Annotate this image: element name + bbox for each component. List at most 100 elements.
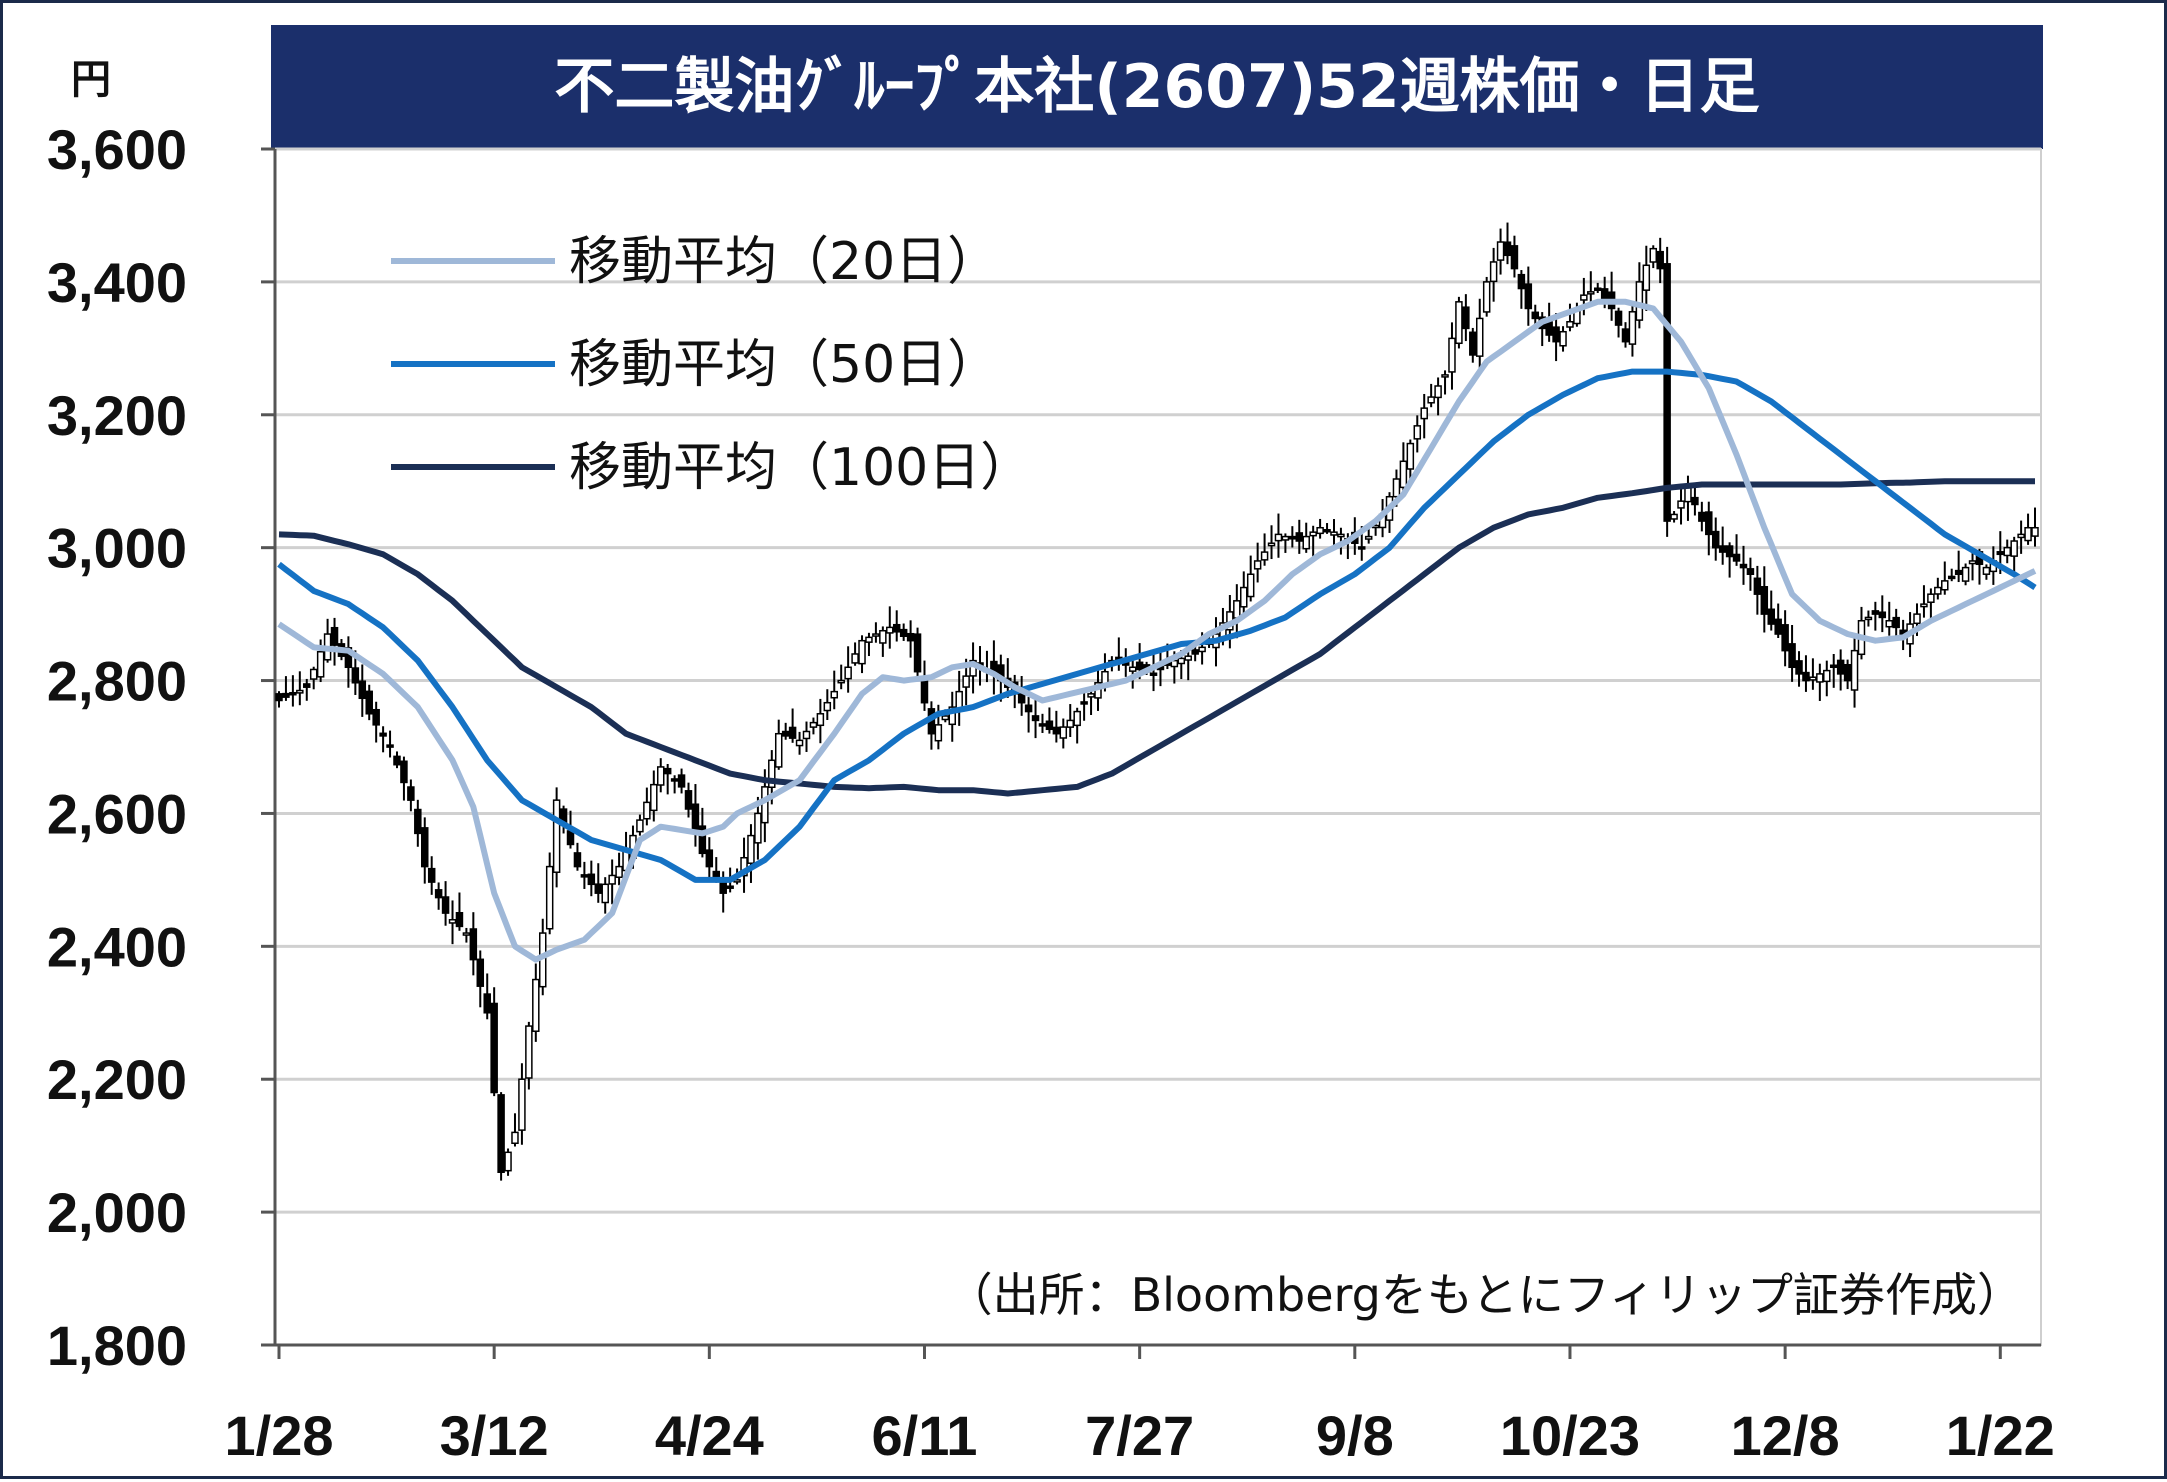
candle-body [504, 1151, 512, 1172]
candle-body [525, 1025, 533, 1079]
candle-body [2010, 540, 2018, 557]
candle-body [1843, 663, 1852, 682]
candle-body [1774, 618, 1782, 635]
candle-body [740, 856, 748, 877]
candle-body [1934, 586, 1942, 595]
candle-body [1260, 551, 1269, 561]
candle-body [1496, 241, 1505, 261]
candle-body [1358, 546, 1366, 550]
candle-body [1052, 726, 1061, 735]
y-tick-label: 3,200 [47, 384, 187, 447]
candle-body [677, 774, 686, 788]
y-tick-label: 1,800 [47, 1314, 187, 1377]
candle-body [448, 919, 457, 924]
candle-body [2003, 546, 2011, 557]
candle-body [1996, 551, 2005, 556]
candle-body [1288, 535, 1297, 540]
candle-body [594, 883, 603, 894]
candle-body [1836, 659, 1845, 675]
candle-body [1455, 301, 1463, 345]
candle-body [1364, 535, 1373, 540]
candle-body [518, 1078, 526, 1131]
candle-body [892, 623, 901, 633]
candle-body [476, 958, 485, 987]
x-tick-label: 4/24 [655, 1404, 764, 1467]
candle-body [1982, 566, 1991, 575]
candle-body [532, 978, 540, 1032]
candle-body [573, 852, 582, 868]
candle-body [1850, 649, 1859, 691]
candle-body [1413, 425, 1422, 440]
candle-body [358, 680, 367, 700]
candle-body [386, 744, 394, 748]
candle-body [1941, 580, 1949, 591]
candle-body [1746, 568, 1755, 575]
candlestick-series [275, 222, 2039, 1181]
candle-body [545, 865, 554, 930]
candle-body [1593, 287, 1602, 291]
candle-body [1281, 535, 1290, 541]
candle-body [1045, 720, 1054, 731]
candle-body [497, 1094, 505, 1173]
legend-label-ma50: 移動平均（50日） [569, 335, 999, 395]
candle-body [511, 1131, 519, 1144]
candle-body [1073, 710, 1081, 727]
candle-body [879, 629, 887, 644]
candle-body [1482, 281, 1491, 313]
candle-body [761, 786, 769, 824]
candle-body [802, 730, 811, 740]
y-tick-label: 2,400 [47, 915, 187, 978]
candle-body [462, 932, 471, 936]
candle-body [434, 889, 443, 899]
candle-body [1267, 542, 1276, 547]
candle-body [608, 874, 616, 885]
candle-body [934, 724, 943, 742]
candle-body [1670, 513, 1678, 520]
candle-body [441, 896, 450, 914]
candle-body [1892, 616, 1900, 629]
x-tick-label: 3/12 [440, 1404, 549, 1467]
candle-body [906, 632, 915, 642]
candle-body [788, 726, 797, 739]
gridlines [275, 147, 2041, 1214]
candle-body [643, 801, 651, 820]
candle-body [837, 679, 845, 684]
candle-body [1691, 496, 1699, 506]
candle-body [372, 708, 380, 726]
candle-body [1829, 664, 1838, 669]
candle-body [1080, 701, 1088, 705]
candle-body [816, 713, 825, 727]
candle-body [1510, 245, 1519, 270]
legend: 移動平均（20日） 移動平均（50日） 移動平均（100日） [391, 232, 1032, 498]
candle-body [1954, 569, 1963, 575]
ma100-line [278, 478, 2035, 797]
candle-body [1788, 643, 1796, 669]
candle-body [400, 760, 408, 784]
candle-body [2017, 533, 2025, 539]
y-tick-label: 2,600 [47, 782, 187, 845]
x-tick-label: 9/8 [1316, 1404, 1394, 1467]
candle-body [1330, 531, 1338, 536]
candle-body [351, 667, 360, 684]
candle-body [941, 715, 950, 721]
candle-body [1253, 560, 1262, 570]
candle-body [393, 755, 401, 766]
legend-label-ma100: 移動平均（100日） [569, 438, 1032, 498]
x-tick-label: 10/23 [1500, 1404, 1640, 1467]
candle-body [1302, 535, 1310, 550]
candle-body [421, 827, 429, 868]
candle-body [1066, 719, 1074, 728]
candle-body [1649, 247, 1658, 263]
candle-body [823, 701, 832, 712]
candle-body [1545, 321, 1553, 336]
candle-body [1031, 715, 1040, 722]
candle-body [1489, 261, 1498, 283]
candle-body [309, 668, 318, 680]
y-tick-label: 3,000 [47, 517, 187, 580]
candle-body [289, 691, 297, 696]
candle-body [316, 651, 325, 678]
candle-body [1781, 624, 1789, 652]
candle-body [1316, 526, 1324, 535]
candle-body [2031, 526, 2039, 537]
candle-body [1878, 611, 1887, 619]
